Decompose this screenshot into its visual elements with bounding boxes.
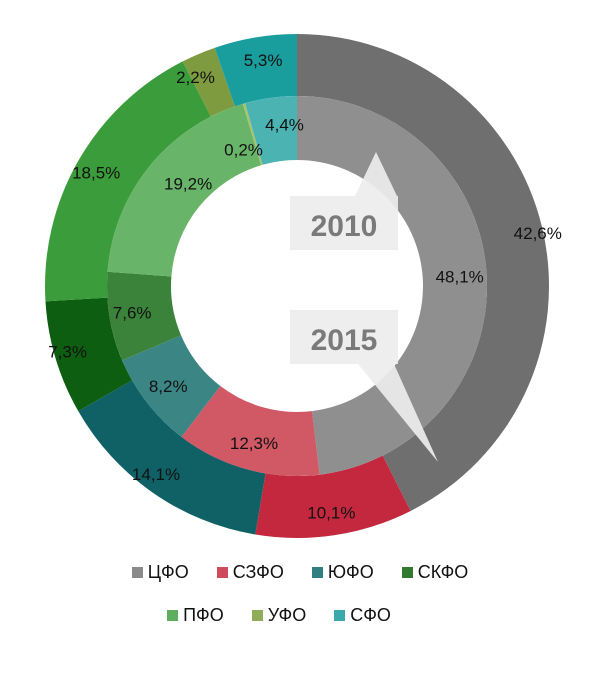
outer-data-label-2: 14,1% <box>132 465 180 484</box>
inner-ring-2010 <box>107 96 488 476</box>
inner-slice-3 <box>107 271 182 361</box>
inner-data-label-2: 8,2% <box>149 377 188 396</box>
legend-label: ЮФО <box>327 562 374 582</box>
inner-data-label-0: 48,1% <box>436 267 484 286</box>
outer-data-label-0: 42,6% <box>514 224 562 243</box>
legend-item-skfo: СКФО <box>401 562 469 583</box>
inner-data-label-1: 12,3% <box>230 434 278 453</box>
inner-data-label-5: 0,2% <box>224 140 263 159</box>
legend-swatch <box>131 567 143 578</box>
inner-slice-6 <box>245 96 297 165</box>
legend-swatch <box>311 567 323 578</box>
inner-data-label-3: 7,6% <box>113 304 152 323</box>
inner-data-label-4: 19,2% <box>164 175 212 194</box>
inner-slice-5 <box>242 103 263 166</box>
outer-slice-3 <box>45 297 133 412</box>
outer-ring-2015 <box>44 34 550 538</box>
inner-slice-4 <box>107 103 262 277</box>
legend-label: СЗФО <box>232 562 284 582</box>
inner-slice-2 <box>122 335 221 437</box>
callout-label-2010: 2010 <box>311 210 378 243</box>
legend-label: ПФО <box>183 605 224 625</box>
legend-swatch <box>216 567 228 578</box>
outer-slice-4 <box>44 61 211 302</box>
legend-swatch <box>401 567 413 578</box>
legend-label: УФО <box>267 605 307 625</box>
outer-slice-5 <box>182 47 235 117</box>
outer-data-label-6: 5,3% <box>244 51 283 70</box>
legend-item-ufo: УФО <box>251 605 307 626</box>
outer-slice-6 <box>214 34 297 107</box>
outer-slice-2 <box>78 380 266 535</box>
callout-box-2010 <box>290 196 398 250</box>
inner-slice-1 <box>181 386 320 476</box>
nested-donut-chart: 2010 2015 42,6% 10,1% 14,1% 7,3% 18,5% 2,2% 5,… <box>44 34 562 538</box>
legend-item-yufo: ЮФО <box>311 562 374 583</box>
inner-data-label-6: 4,4% <box>265 116 304 135</box>
outer-data-label-5: 2,2% <box>176 68 215 87</box>
legend: ЦФО СЗФО ЮФО СКФО ПФО УФО СФО <box>0 562 590 626</box>
data-labels: 42,6% 10,1% 14,1% 7,3% 18,5% 2,2% 5,3% 48,1% 12,… <box>48 51 562 522</box>
inner-slice-0 <box>297 96 488 475</box>
outer-data-label-1: 10,1% <box>307 503 355 522</box>
outer-data-label-4: 18,5% <box>72 163 120 182</box>
legend-row-1: ЦФО СЗФО ЮФО СКФО <box>10 562 590 583</box>
callout-pointer-2015 <box>358 364 438 462</box>
legend-swatch <box>251 610 263 621</box>
legend-swatch <box>167 610 179 621</box>
legend-item-cfo: ЦФО <box>131 562 189 583</box>
legend-swatch <box>334 610 346 621</box>
callouts: 2010 2015 <box>290 152 438 462</box>
legend-item-sfo: СФО <box>334 605 391 626</box>
legend-row-2: ПФО УФО СФО <box>0 605 590 626</box>
legend-label: ЦФО <box>147 562 189 582</box>
outer-slice-0 <box>297 34 550 511</box>
outer-slice-1 <box>255 455 411 538</box>
legend-label: СФО <box>350 605 391 625</box>
legend-label: СКФО <box>417 562 469 582</box>
callout-pointer-2010 <box>355 152 397 196</box>
legend-item-szfo: СЗФО <box>216 562 284 583</box>
callout-label-2015: 2015 <box>311 324 378 357</box>
callout-box-2015 <box>290 310 398 364</box>
outer-data-label-3: 7,3% <box>48 343 87 362</box>
legend-item-pfo: ПФО <box>167 605 224 626</box>
